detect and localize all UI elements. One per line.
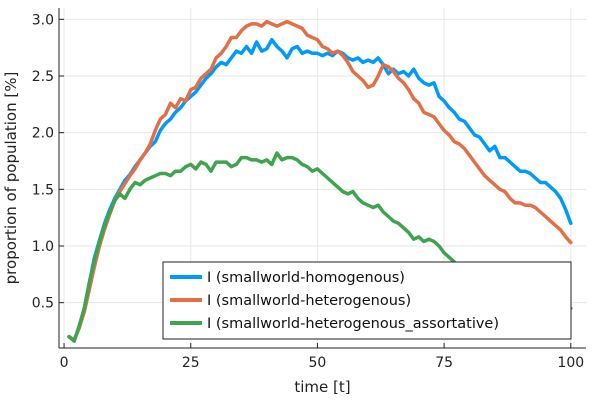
y-tick-label: 2.0 <box>32 126 54 142</box>
x-tick-label: 0 <box>60 355 69 371</box>
series-line-1 <box>67 37 573 342</box>
x-tick-label: 100 <box>557 355 584 371</box>
axes <box>58 8 586 349</box>
y-tick-label: 2.5 <box>32 69 54 85</box>
legend-box <box>162 261 572 340</box>
y-tick-label: 3.0 <box>32 12 54 28</box>
legend: I (smallworld-homogenous) I (smallworld-h… <box>162 261 572 340</box>
y-tick-label: 1.5 <box>32 182 54 198</box>
x-tick-label: 50 <box>309 355 327 371</box>
y-axis-label: proportion of population [%] <box>2 72 20 285</box>
series-line-2 <box>67 19 573 342</box>
legend-label-2: I (smallworld-heterogenous) <box>207 293 411 309</box>
x-axis-label: time [t] <box>294 378 350 396</box>
tick-labels: 0 25 50 75 100 0.5 1.0 1.5 2.0 2.5 3.0 <box>32 12 584 371</box>
x-tick-label: 25 <box>182 355 200 371</box>
y-tick-label: 0.5 <box>32 296 54 312</box>
y-tick-label: 1.0 <box>32 239 54 255</box>
legend-label-3: I (smallworld-heterogenous_assortative) <box>207 316 499 332</box>
x-tick-label: 75 <box>435 355 453 371</box>
legend-label-1: I (smallworld-homogenous) <box>207 270 405 286</box>
